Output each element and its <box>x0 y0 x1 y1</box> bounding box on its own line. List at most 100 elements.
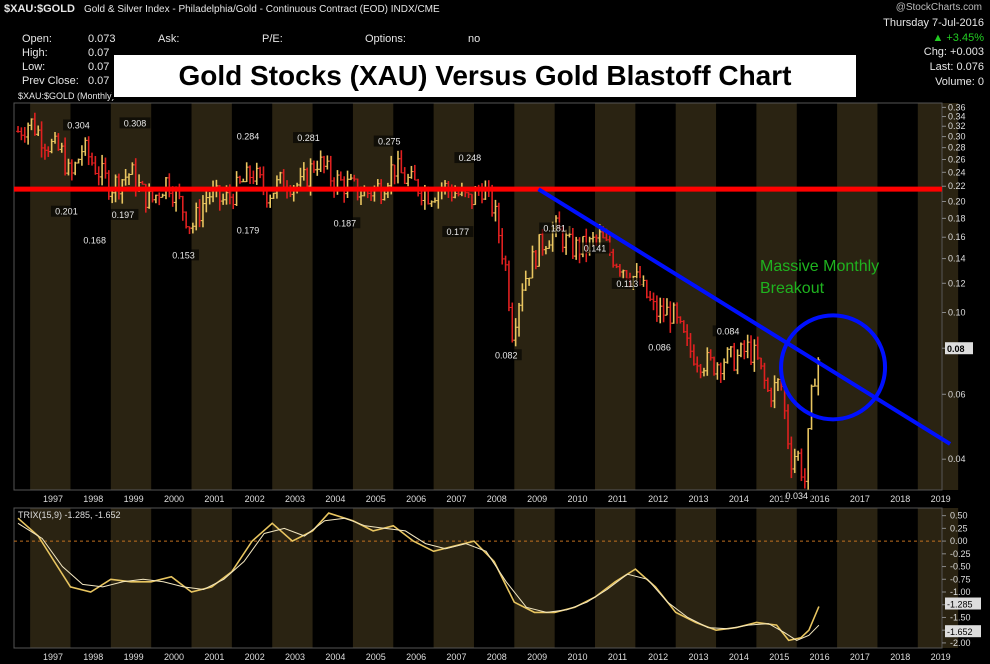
x-tick-label: 2018 <box>890 494 910 504</box>
year-band <box>110 508 152 648</box>
x-tick-label: 2017 <box>850 494 870 504</box>
prev-close-label: Prev Close: <box>22 75 79 87</box>
banner-title: Gold Stocks (XAU) Versus Gold Blastoff C… <box>112 53 858 99</box>
x-tick-label: 2011 <box>608 494 627 504</box>
trix-y-tick-label: -0.50 <box>950 562 971 572</box>
y-tick-label: 0.36 <box>948 102 966 112</box>
header-symbol-line: $XAU:$GOLD Gold & Silver Index - Philade… <box>4 3 440 15</box>
x-tick-label: 2009 <box>527 652 547 662</box>
trix-y-tick-label: 0.50 <box>950 511 968 521</box>
options-label: Options: <box>365 33 406 45</box>
x-tick-label: 2010 <box>567 494 587 504</box>
price-panel-label: $XAU:$GOLD (Monthly) 0.08 <box>18 91 135 101</box>
value-label: 0.181 <box>543 223 566 233</box>
x-tick-label: 2008 <box>487 494 507 504</box>
value-label-bg <box>442 226 474 238</box>
y-tick-label: 0.06 <box>948 389 966 399</box>
year-band <box>30 508 71 648</box>
value-label: 0.187 <box>334 218 357 228</box>
volume-value: Volume: 0 <box>935 76 984 88</box>
symbol-description: Gold & Silver Index - Philadelphia/Gold … <box>83 4 440 15</box>
x-tick-label: 2006 <box>406 494 426 504</box>
value-label-bg <box>644 341 676 353</box>
x-tick-label: 2012 <box>648 652 668 662</box>
x-tick-label: 2006 <box>406 652 426 662</box>
x-tick-label: 2013 <box>689 494 709 504</box>
trix-title: TRIX(15,9) -1.285, -1.652 <box>18 510 121 520</box>
x-tick-label: 1999 <box>124 494 144 504</box>
x-tick-label: 2005 <box>366 494 386 504</box>
value-label: 0.168 <box>83 235 106 245</box>
value-label: 0.082 <box>495 350 518 360</box>
trix-panel-frame <box>13 507 943 649</box>
y-tick-label: 0.20 <box>948 197 966 207</box>
value-label: 0.281 <box>297 133 320 143</box>
year-band <box>191 103 232 490</box>
quote-date: Thursday 7-Jul-2016 <box>883 17 984 29</box>
year-band <box>917 103 959 490</box>
value-label-bg <box>232 130 264 142</box>
year-band <box>30 103 71 490</box>
x-tick-label: 2011 <box>608 652 627 662</box>
low-value: 0.07 <box>88 61 110 73</box>
x-tick-label: 2016 <box>810 494 830 504</box>
ask-label: Ask: <box>158 33 180 45</box>
trix-y-tick-label: -1.50 <box>950 612 971 622</box>
value-label-bg <box>611 277 643 289</box>
year-band <box>917 508 959 648</box>
options-value: no <box>468 33 481 45</box>
symbol: $XAU:$GOLD <box>4 3 75 15</box>
open-label: Open: <box>22 33 52 45</box>
trix-y-tick-label: -0.75 <box>950 574 971 584</box>
y-tick-label: 0.22 <box>948 181 966 191</box>
downtrend-line <box>537 187 952 446</box>
x-tick-label: 2018 <box>890 652 910 662</box>
y-tick-label: 0.28 <box>948 143 966 153</box>
breakout-circle <box>779 313 888 422</box>
trix-value-label: -1.652 <box>947 627 973 637</box>
year-band <box>433 103 474 490</box>
y-tick-label: 0.10 <box>948 307 966 317</box>
year-band <box>756 103 797 490</box>
x-tick-label: 1998 <box>83 494 103 504</box>
x-tick-label: 2017 <box>850 652 870 662</box>
year-band <box>352 103 394 490</box>
x-tick-label: 2015 <box>769 494 789 504</box>
prev-close-value: 0.07 <box>88 75 110 87</box>
x-tick-label: 2009 <box>527 494 547 504</box>
low-label: Low: <box>22 61 46 73</box>
y-tick-label: 0.30 <box>948 132 966 142</box>
last-value-label: 0.08 <box>947 344 965 354</box>
value-label-bg <box>454 152 486 164</box>
year-band <box>514 103 555 490</box>
x-tick-label: 2007 <box>446 494 466 504</box>
x-tick-label: 2002 <box>245 494 265 504</box>
value-label-bg <box>107 208 139 220</box>
trix-value-label: -1.285 <box>947 600 973 610</box>
y-tick-label: 0.26 <box>948 154 966 164</box>
x-tick-label: 2019 <box>931 494 951 504</box>
trix-value-badge <box>945 625 981 638</box>
price-panel-frame <box>13 102 943 491</box>
y-tick-label: 0.12 <box>948 278 966 288</box>
value-label-bg <box>167 249 199 261</box>
x-tick-label: 2001 <box>204 494 224 504</box>
value-label-bg <box>712 325 744 337</box>
x-tick-label: 2015 <box>769 652 789 662</box>
trix-y-tick-label: -2.00 <box>950 638 971 648</box>
value-label: 0.201 <box>55 207 78 217</box>
value-label-bg <box>579 242 611 254</box>
x-tick-label: 1999 <box>124 652 144 662</box>
year-band <box>595 103 636 490</box>
trix-y-tick-label: -0.25 <box>950 549 971 559</box>
open-value: 0.073 <box>88 33 116 45</box>
y-tick-label: 0.18 <box>948 213 966 223</box>
year-band <box>272 103 313 490</box>
value-label-bg <box>539 222 571 234</box>
x-tick-label: 2012 <box>648 494 668 504</box>
x-tick-label: 2002 <box>245 652 265 662</box>
value-label-bg <box>781 490 813 502</box>
x-tick-label: 2008 <box>487 652 507 662</box>
watermark: @StockCharts.com <box>895 2 982 13</box>
